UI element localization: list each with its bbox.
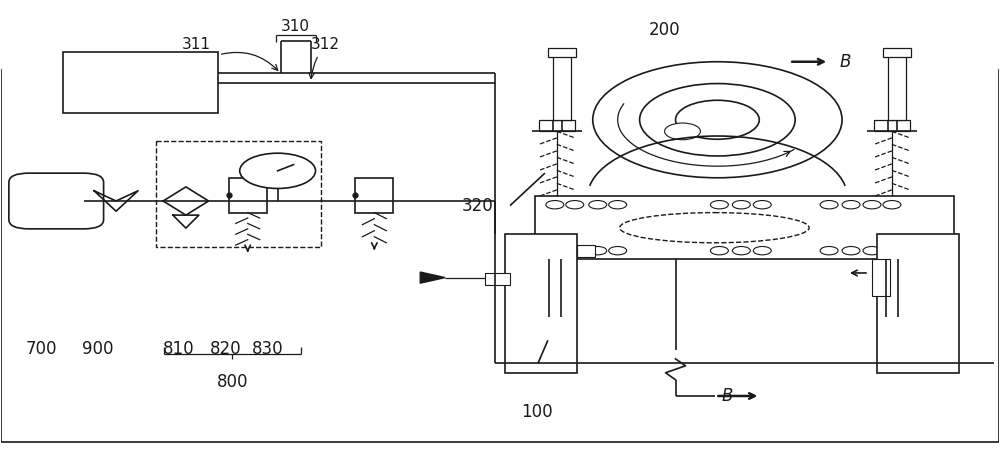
Bar bbox=[505, 234, 577, 373]
Bar bbox=[539, 120, 575, 131]
Bar bbox=[553, 52, 571, 120]
Text: 700: 700 bbox=[26, 340, 57, 358]
Circle shape bbox=[240, 153, 316, 189]
Circle shape bbox=[609, 200, 627, 209]
FancyBboxPatch shape bbox=[9, 173, 104, 229]
Circle shape bbox=[753, 247, 771, 255]
Bar bbox=[355, 178, 393, 212]
Text: 320: 320 bbox=[461, 197, 493, 215]
Text: 312: 312 bbox=[311, 37, 340, 52]
Circle shape bbox=[665, 123, 700, 140]
Circle shape bbox=[589, 200, 607, 209]
Text: 100: 100 bbox=[521, 403, 553, 421]
Circle shape bbox=[753, 200, 771, 209]
Bar bbox=[872, 259, 890, 296]
Polygon shape bbox=[420, 272, 445, 283]
Circle shape bbox=[593, 62, 842, 178]
Circle shape bbox=[546, 247, 564, 255]
Circle shape bbox=[710, 247, 728, 255]
Text: B: B bbox=[721, 387, 733, 405]
Circle shape bbox=[863, 247, 881, 255]
Circle shape bbox=[863, 200, 881, 209]
Bar bbox=[577, 245, 595, 257]
Circle shape bbox=[732, 247, 750, 255]
Text: 310: 310 bbox=[281, 19, 310, 34]
Circle shape bbox=[566, 200, 584, 209]
Circle shape bbox=[842, 247, 860, 255]
Circle shape bbox=[842, 200, 860, 209]
Circle shape bbox=[589, 247, 607, 255]
Circle shape bbox=[710, 200, 728, 209]
Bar bbox=[63, 52, 218, 113]
Circle shape bbox=[732, 200, 750, 209]
Bar bbox=[877, 234, 959, 373]
Bar bbox=[229, 178, 267, 212]
Circle shape bbox=[820, 247, 838, 255]
Circle shape bbox=[883, 200, 901, 209]
Circle shape bbox=[609, 247, 627, 255]
Text: 810: 810 bbox=[163, 340, 195, 358]
Bar bbox=[548, 48, 576, 57]
Text: 900: 900 bbox=[82, 340, 114, 358]
Circle shape bbox=[676, 100, 759, 139]
Text: 800: 800 bbox=[216, 373, 248, 391]
Text: 820: 820 bbox=[210, 340, 242, 358]
Text: 311: 311 bbox=[182, 37, 211, 52]
Bar bbox=[535, 196, 954, 259]
Circle shape bbox=[820, 200, 838, 209]
Bar bbox=[883, 48, 911, 57]
Text: 200: 200 bbox=[649, 21, 680, 39]
Bar bbox=[888, 52, 906, 120]
Text: B: B bbox=[839, 53, 850, 71]
Bar bbox=[485, 273, 510, 284]
Circle shape bbox=[883, 247, 901, 255]
Circle shape bbox=[566, 247, 584, 255]
Bar bbox=[874, 120, 910, 131]
Circle shape bbox=[640, 84, 795, 156]
Circle shape bbox=[546, 200, 564, 209]
Text: 830: 830 bbox=[252, 340, 283, 358]
Bar bbox=[156, 141, 320, 248]
